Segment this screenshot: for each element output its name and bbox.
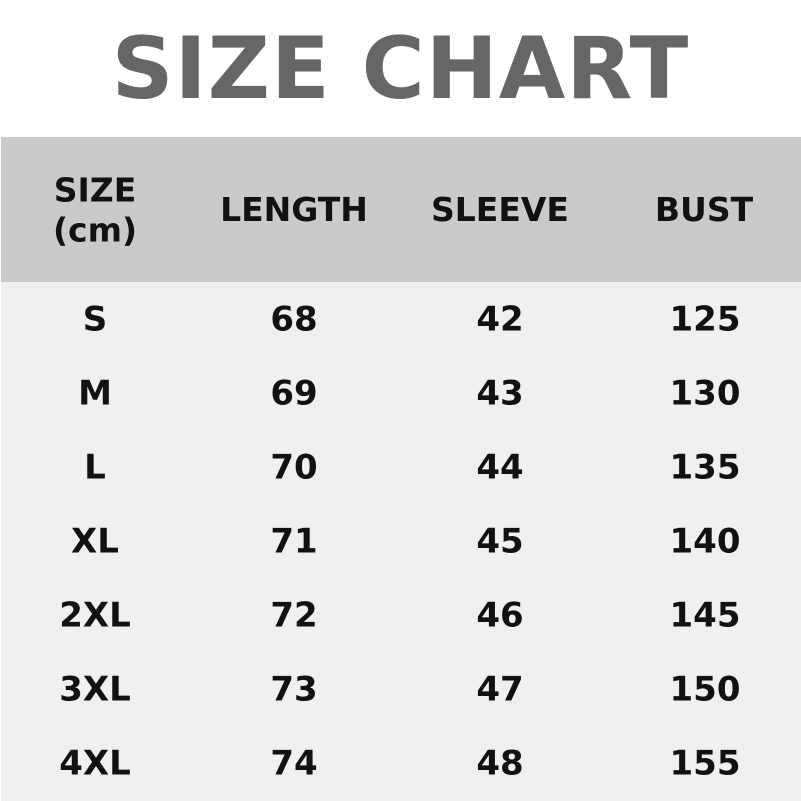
header-size: SIZE (cm): [53, 170, 137, 249]
cell-size: XL: [71, 521, 119, 562]
cell-sleeve: 46: [476, 595, 524, 636]
cell-size: 3XL: [59, 669, 131, 710]
cell-length: 73: [270, 669, 318, 710]
cell-sleeve: 44: [476, 447, 524, 488]
header-bust: BUST: [654, 190, 754, 230]
cell-sleeve: 43: [476, 373, 524, 414]
cell-bust: 135: [669, 447, 741, 488]
cell-bust: 155: [669, 743, 741, 784]
table-body: [1, 282, 801, 801]
header-size-label: SIZE: [53, 170, 137, 210]
table-header: [1, 137, 801, 282]
header-unit-label: (cm): [52, 210, 138, 249]
cell-length: 71: [270, 521, 318, 562]
cell-bust: 145: [669, 595, 741, 636]
cell-sleeve: 45: [476, 521, 524, 562]
cell-bust: 140: [669, 521, 741, 562]
header-sleeve: SLEEVE: [431, 190, 569, 230]
cell-size: M: [78, 373, 112, 414]
chart-title: SIZE CHART: [111, 18, 690, 119]
cell-sleeve: 47: [476, 669, 524, 710]
cell-size: L: [84, 447, 106, 488]
cell-length: 68: [270, 299, 318, 340]
cell-length: 74: [270, 743, 318, 784]
cell-bust: 125: [669, 299, 741, 340]
cell-length: 70: [270, 447, 318, 488]
header-length: LENGTH: [220, 190, 368, 230]
cell-length: 72: [270, 595, 318, 636]
cell-bust: 150: [669, 669, 741, 710]
cell-size: 2XL: [59, 595, 131, 636]
cell-sleeve: 48: [476, 743, 524, 784]
cell-bust: 130: [669, 373, 741, 414]
cell-length: 69: [270, 373, 318, 414]
cell-size: S: [82, 299, 108, 340]
cell-size: 4XL: [59, 743, 131, 784]
cell-sleeve: 42: [476, 299, 524, 340]
